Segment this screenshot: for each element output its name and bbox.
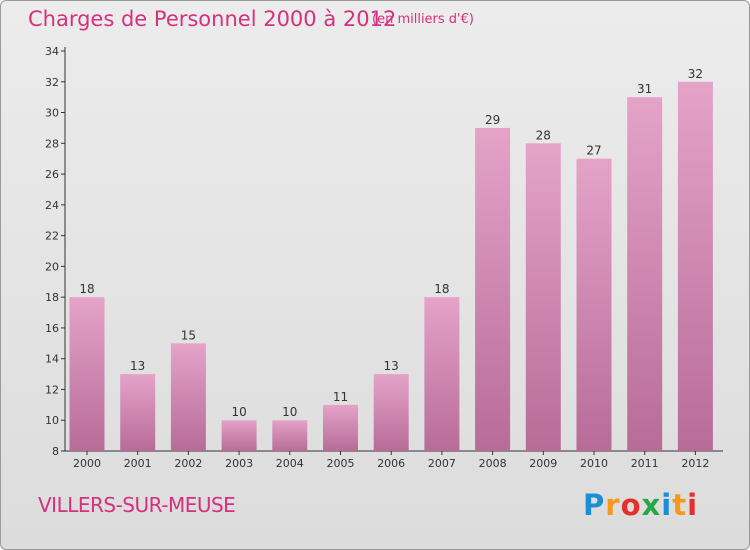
y-tick-label: 34 — [45, 45, 59, 58]
x-tick-label: 2007 — [428, 457, 456, 470]
y-tick-label: 18 — [45, 291, 59, 304]
bar-value-label: 10 — [231, 405, 246, 419]
x-tick-label: 2008 — [479, 457, 507, 470]
bar-value-label: 13 — [130, 359, 145, 373]
y-tick-label: 8 — [52, 445, 59, 458]
y-tick-label: 32 — [45, 76, 59, 89]
y-tick-label: 26 — [45, 168, 59, 181]
bar — [323, 404, 358, 451]
bar-value-label: 27 — [586, 144, 601, 158]
bar — [424, 297, 460, 451]
commune-name: VILLERS-SUR-MEUSE — [38, 493, 236, 517]
x-tick-label: 2002 — [174, 457, 202, 470]
x-tick-label: 2010 — [580, 457, 608, 470]
logo-letter: o — [620, 488, 642, 522]
bar-value-label: 11 — [333, 390, 348, 404]
logo-letter: i — [661, 488, 673, 522]
bar — [170, 343, 206, 451]
proxiti-logo: Proxiti — [583, 488, 698, 522]
chart-title: Charges de Personnel 2000 à 2012 — [28, 7, 397, 31]
bar-value-label: 18 — [79, 282, 94, 296]
bar — [576, 158, 612, 451]
bar — [525, 143, 561, 452]
y-tick-label: 14 — [45, 353, 59, 366]
bar — [221, 420, 257, 451]
x-tick-label: 2003 — [225, 457, 253, 470]
bar-value-label: 28 — [536, 128, 551, 142]
bar — [69, 297, 105, 451]
bar-value-label: 13 — [384, 359, 399, 373]
bar-value-label: 31 — [637, 82, 652, 96]
x-tick-label: 2012 — [681, 457, 709, 470]
plot-area: 8 10 12 14 16 18 20 22 24 26 28 30 32 34 18 2000 13 2001 1… — [45, 45, 723, 470]
y-tick-label: 30 — [45, 107, 59, 120]
y-tick-label: 10 — [45, 414, 59, 427]
chart-subtitle: (en milliers d'€) — [372, 12, 474, 27]
bar — [373, 374, 409, 451]
bar-value-label: 10 — [282, 405, 297, 419]
bar-value-label: 32 — [688, 67, 703, 81]
y-tick-label: 20 — [45, 260, 59, 273]
y-tick-label: 28 — [45, 137, 59, 150]
logo-letter: P — [583, 488, 606, 522]
x-tick-label: 2004 — [276, 457, 304, 470]
y-tick-label: 12 — [45, 383, 59, 396]
logo-letter: i — [687, 488, 699, 522]
x-tick-label: 2000 — [73, 457, 101, 470]
y-tick-label: 16 — [45, 322, 59, 335]
x-tick-label: 2006 — [377, 457, 405, 470]
x-tick-label: 2001 — [124, 457, 152, 470]
bar — [627, 97, 663, 452]
bar — [677, 81, 713, 452]
bar-value-label: 29 — [485, 113, 500, 127]
bar-value-label: 18 — [434, 282, 449, 296]
y-tick-label: 22 — [45, 230, 59, 243]
x-tick-label: 2011 — [631, 457, 659, 470]
x-tick-label: 2005 — [327, 457, 355, 470]
bar-value-label: 15 — [181, 328, 196, 342]
x-tick-label: 2009 — [529, 457, 557, 470]
logo-letter: t — [672, 488, 688, 522]
bar — [272, 420, 308, 451]
logo-letter: r — [605, 488, 621, 522]
y-tick-label: 24 — [45, 199, 59, 212]
logo-letter: x — [641, 488, 662, 522]
bar — [475, 127, 511, 451]
bar — [120, 374, 156, 451]
